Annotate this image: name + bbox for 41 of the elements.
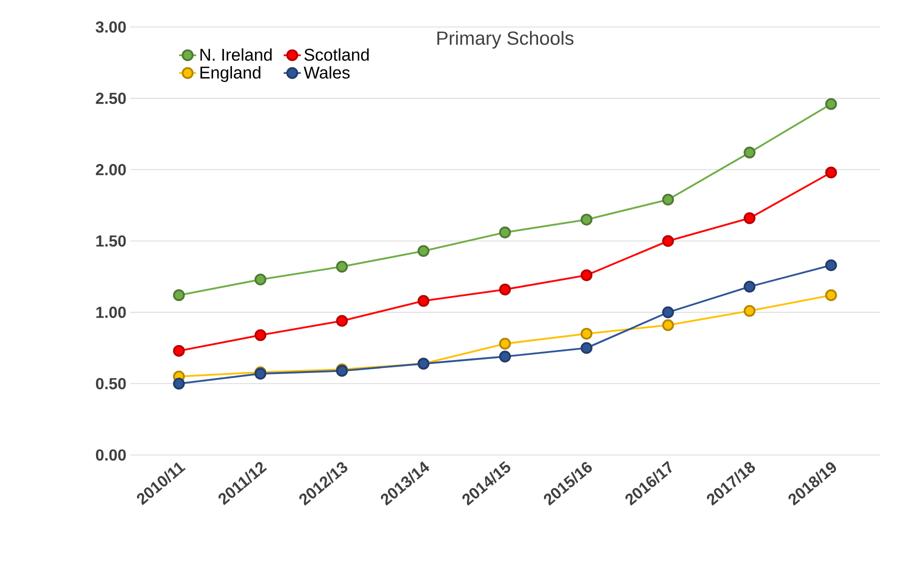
y-tick-label: 1.00 — [96, 306, 126, 318]
point — [825, 98, 837, 110]
legend-label: Wales — [304, 66, 350, 79]
point — [825, 289, 837, 302]
point — [744, 212, 756, 224]
point — [254, 329, 266, 342]
legend-label: N. Ireland — [200, 48, 272, 61]
point — [499, 350, 511, 362]
y-tick-label: 0.00 — [96, 449, 126, 461]
point — [173, 344, 185, 357]
point — [580, 214, 592, 226]
point — [499, 226, 511, 238]
y-tick-label: 1.50 — [96, 235, 126, 247]
y-tick-label: 2.50 — [96, 92, 126, 104]
point — [499, 284, 511, 296]
legend-label: Scotland — [304, 48, 369, 61]
point — [173, 289, 185, 302]
y-tick-label: 2.00 — [96, 164, 126, 176]
point — [336, 314, 348, 327]
point — [580, 342, 592, 354]
point — [662, 319, 674, 332]
point — [662, 306, 674, 318]
y-tick-label: 3.00 — [96, 21, 126, 33]
point — [825, 259, 837, 272]
point — [173, 378, 185, 390]
point — [254, 274, 266, 286]
point — [825, 166, 837, 178]
point — [662, 194, 674, 206]
point — [744, 304, 756, 317]
point — [418, 245, 430, 257]
point — [662, 235, 674, 247]
point — [580, 269, 592, 282]
y-tick-label: 0.50 — [96, 378, 126, 390]
point — [744, 146, 756, 158]
point — [499, 338, 511, 350]
point — [336, 260, 348, 273]
legend-label: England — [200, 66, 260, 82]
chart-title: Primary Schools — [437, 30, 574, 49]
point — [580, 328, 592, 340]
point — [418, 295, 430, 307]
point — [744, 280, 756, 293]
